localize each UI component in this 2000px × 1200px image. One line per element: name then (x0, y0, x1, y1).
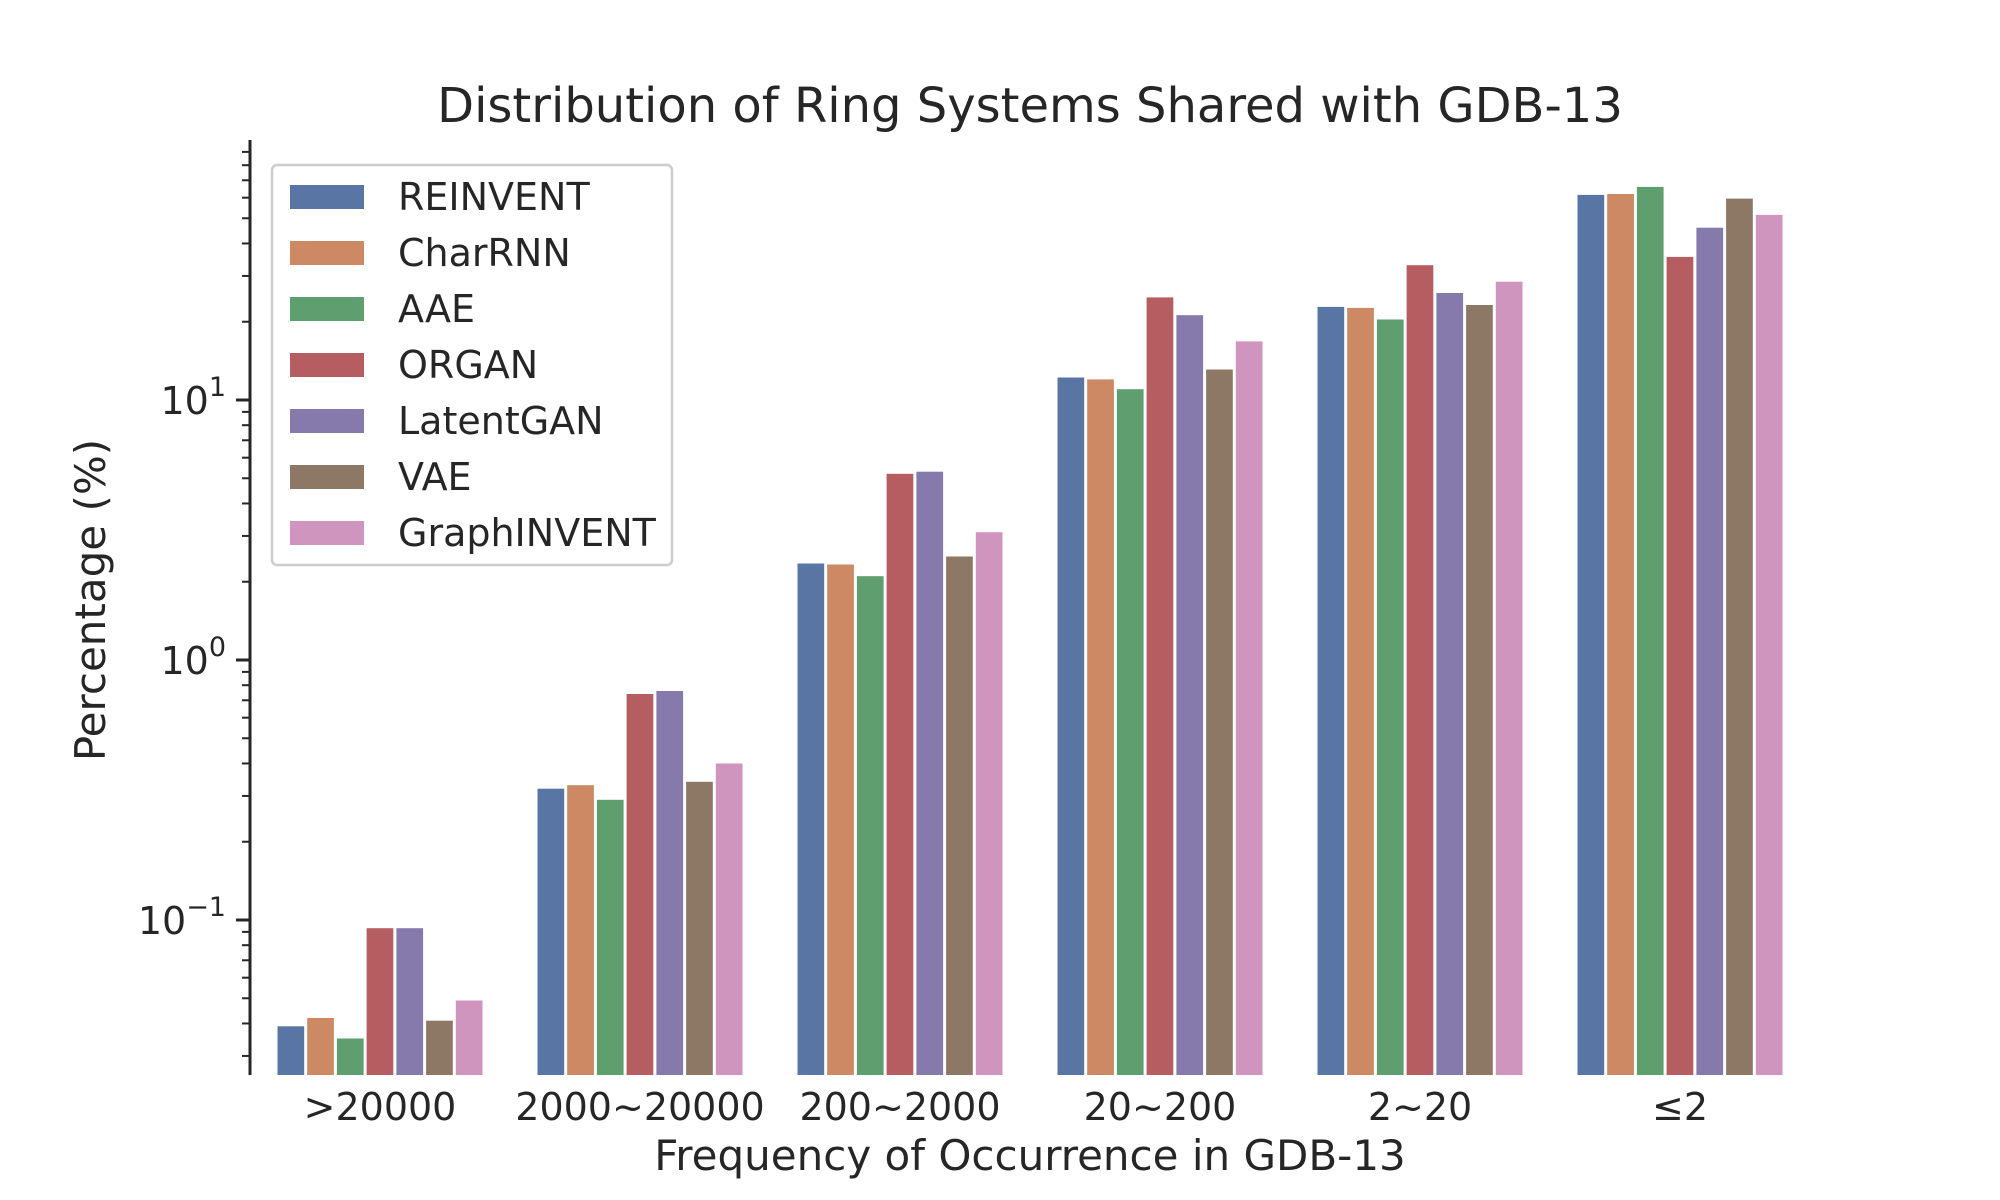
legend-swatch (290, 521, 364, 545)
legend-label: GraphINVENT (398, 511, 657, 555)
bar (455, 1000, 483, 1075)
bar (596, 799, 624, 1075)
legend-label: AAE (398, 287, 475, 331)
bar (626, 694, 654, 1075)
bar (1436, 293, 1464, 1075)
bar (1116, 389, 1144, 1075)
bar (1726, 198, 1753, 1076)
x-tick-label: 20~200 (1084, 1085, 1237, 1129)
y-tick-exponent: −1 (186, 892, 226, 923)
x-tick-label: 2~20 (1368, 1085, 1472, 1129)
bar (1057, 377, 1085, 1075)
bar (1607, 194, 1634, 1075)
y-tick-exponent: 1 (209, 372, 226, 403)
bar (827, 564, 854, 1075)
bar (797, 563, 825, 1075)
y-axis-label: Percentage (%) (66, 439, 115, 761)
bar (1495, 281, 1523, 1075)
y-tick-base: 10 (160, 379, 208, 423)
chart-title: Distribution of Ring Systems Shared with… (437, 78, 1623, 134)
legend-label: ORGAN (398, 343, 538, 387)
x-tick-label: 200~2000 (799, 1085, 1000, 1129)
bar (396, 928, 424, 1075)
bar (1406, 265, 1434, 1075)
legend: REINVENT CharRNN AAE ORGAN LatentGAN VAE Graph… (270, 163, 674, 567)
legend-swatch (290, 353, 364, 377)
legend-swatch (290, 297, 364, 321)
bar (1347, 307, 1374, 1075)
bar (1755, 214, 1783, 1075)
bar (1376, 319, 1404, 1075)
legend-box (270, 163, 674, 567)
bar (1577, 194, 1605, 1075)
x-axis-label: Frequency of Occurrence in GDB-13 (654, 1131, 1406, 1180)
y-tick-base: 10 (160, 639, 208, 683)
y-tick-label: 100 (160, 632, 226, 683)
bar (916, 471, 944, 1075)
bar (656, 691, 684, 1075)
legend-swatch (290, 241, 364, 265)
legend-label: REINVENT (398, 175, 590, 219)
y-tick-exponent: 0 (209, 632, 226, 663)
y-tick-base: 10 (138, 899, 186, 943)
bar (715, 763, 743, 1075)
bar (1087, 379, 1114, 1075)
y-tick-label: 101 (160, 372, 226, 423)
legend-swatch (290, 465, 364, 489)
bar (567, 785, 594, 1075)
bar (366, 928, 394, 1075)
x-axis: >20000 2000~20000 200~2000 20~200 2~20 ≤2 (304, 1085, 1708, 1129)
bars-layer (277, 186, 1783, 1076)
bar (1317, 306, 1345, 1075)
legend-label: LatentGAN (398, 399, 604, 443)
legend-swatch (290, 409, 364, 433)
bar (1636, 186, 1664, 1075)
legend-label: VAE (398, 455, 472, 499)
x-tick-label: ≤2 (1652, 1085, 1708, 1129)
bar (686, 781, 713, 1075)
bar (1176, 315, 1204, 1075)
y-tick-label: 10−1 (138, 892, 226, 943)
bar (1206, 369, 1233, 1075)
legend-swatch (290, 185, 364, 209)
bar (1235, 341, 1263, 1075)
bar (946, 556, 973, 1075)
legend-label: CharRNN (398, 231, 571, 275)
bar (336, 1038, 364, 1075)
bar (1696, 227, 1724, 1075)
bar (307, 1018, 334, 1075)
bar (277, 1026, 305, 1075)
bar (426, 1020, 453, 1075)
x-tick-label: >20000 (304, 1085, 457, 1129)
bar (537, 788, 565, 1075)
bar (1666, 256, 1694, 1075)
bar (975, 532, 1003, 1075)
bar (1466, 305, 1493, 1075)
x-tick-label: 2000~20000 (515, 1085, 764, 1129)
bar (856, 576, 884, 1075)
bar (886, 473, 914, 1075)
bar (1146, 297, 1174, 1075)
